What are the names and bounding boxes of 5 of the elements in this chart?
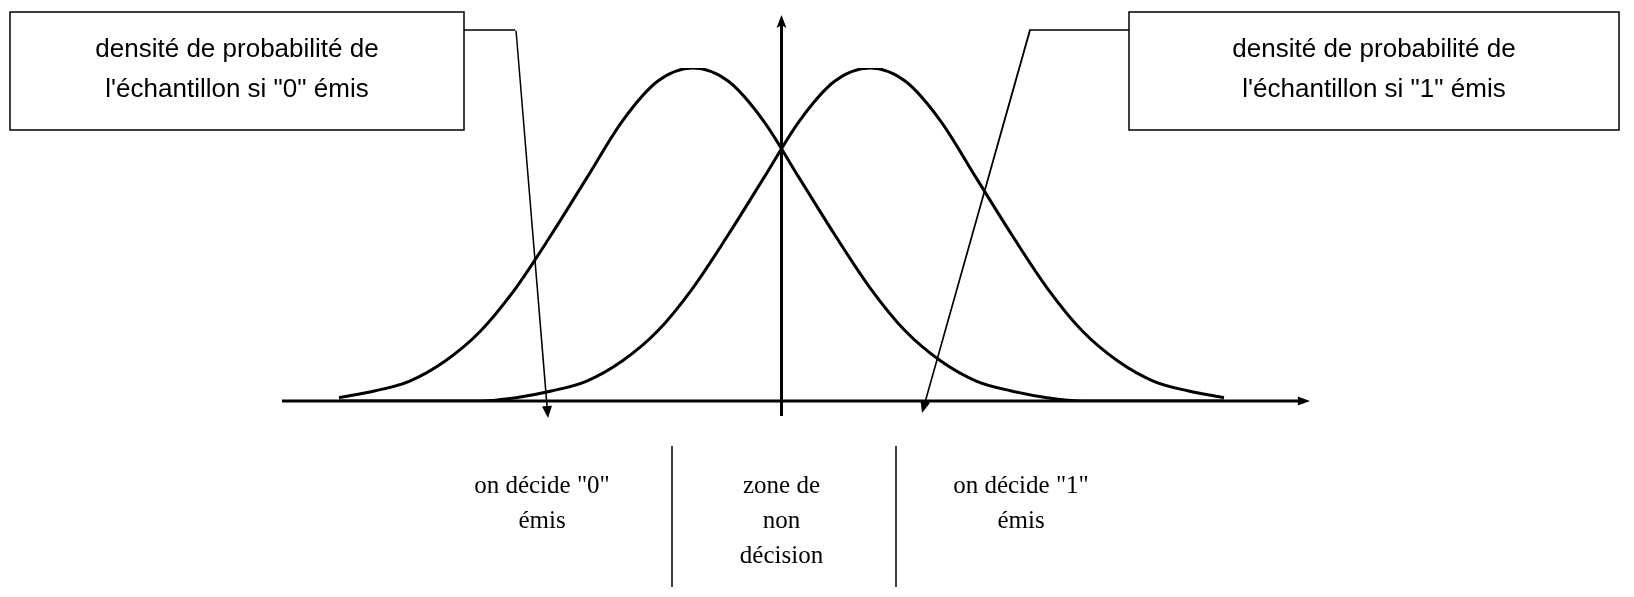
text: on décide "0" émis xyxy=(474,470,610,533)
text: zone de non décision xyxy=(739,470,824,568)
text: on décide "1" émis xyxy=(953,470,1089,533)
annotation: densité de probabilité de l'échantillon si "1" émis xyxy=(1232,33,1516,104)
annotation: densité de probabilité de l'échantillon si "0" émis xyxy=(95,33,379,104)
